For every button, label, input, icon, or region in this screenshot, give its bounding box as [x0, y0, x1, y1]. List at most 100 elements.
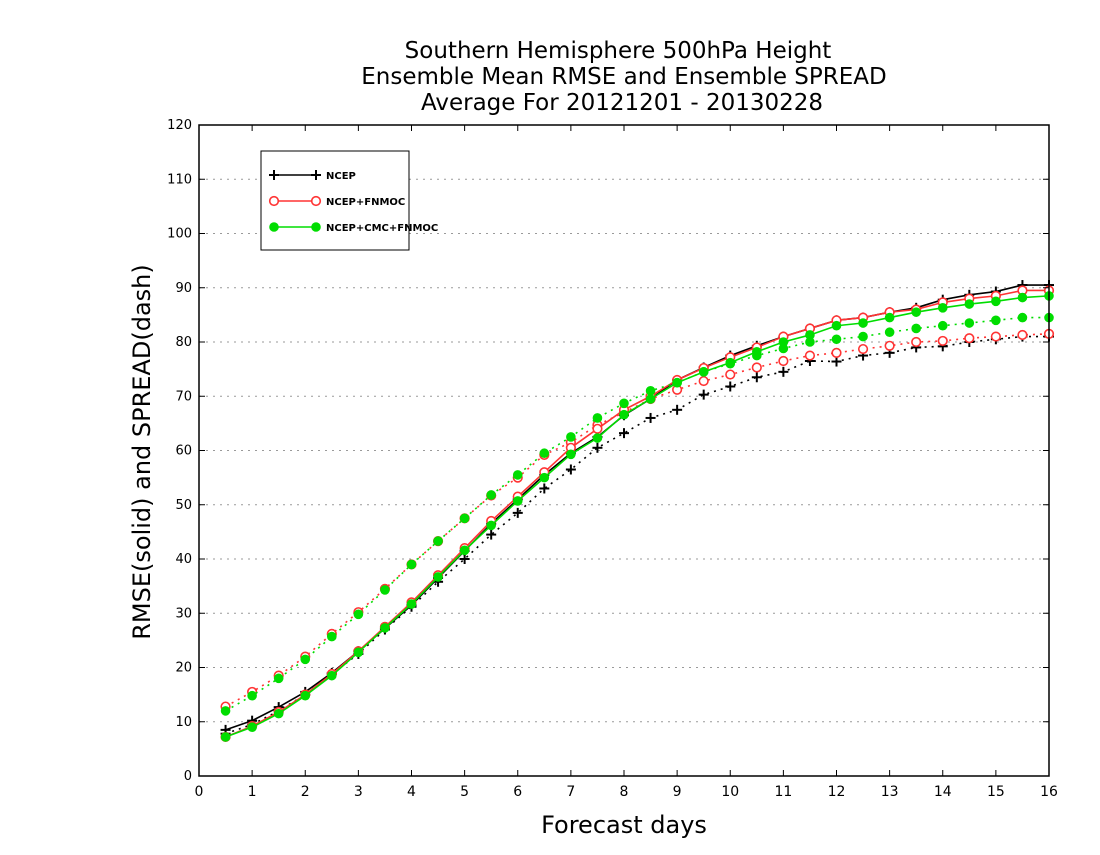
data-point-ncep-spread — [592, 442, 603, 453]
data-point-ncep-fnmoc-rmse — [592, 423, 603, 434]
x-tick-label: 5 — [460, 784, 469, 800]
data-point-ncep-fnmoc-spread — [964, 333, 975, 344]
legend-label-ncep-fnmoc: NCEP+FNMOC — [326, 197, 405, 208]
data-point-ncep-cmc-fnmoc-rmse — [459, 545, 470, 556]
x-tick-label: 8 — [620, 784, 629, 800]
data-point-ncep-cmc-fnmoc-spread — [991, 315, 1001, 326]
legend-marker-ncep-fnmoc — [310, 195, 322, 207]
data-point-ncep-fnmoc-spread — [751, 362, 762, 373]
y-tick-label: 120 — [167, 118, 192, 133]
data-point-ncep-cmc-fnmoc-rmse — [858, 318, 868, 328]
data-point-ncep-cmc-fnmoc-spread — [327, 631, 337, 642]
x-tick-label: 1 — [248, 784, 257, 800]
data-point-ncep-cmc-fnmoc-rmse — [991, 296, 1001, 307]
y-tick-label: 20 — [175, 661, 192, 676]
x-tick-label: 16 — [1040, 784, 1058, 800]
chart-title-line-3: Average For 20121201 - 20130228 — [421, 90, 823, 116]
data-point-ncep-cmc-fnmoc-spread — [459, 513, 470, 524]
x-tick-label: 3 — [354, 784, 363, 800]
series-layer — [220, 280, 1055, 743]
x-tick-label: 14 — [934, 784, 952, 800]
data-point-ncep-spread — [486, 529, 497, 540]
data-point-ncep-cmc-fnmoc-spread — [619, 398, 629, 409]
data-point-ncep-cmc-fnmoc-spread — [380, 585, 390, 595]
data-point-ncep-cmc-fnmoc-rmse — [592, 433, 603, 443]
data-point-ncep-spread — [751, 372, 762, 383]
data-point-ncep-cmc-fnmoc-spread — [486, 490, 496, 500]
data-point-ncep-cmc-fnmoc-rmse — [831, 320, 842, 331]
y-tick-label: 100 — [167, 227, 192, 242]
chart-title: Southern Hemisphere 500hPa Height Ensemb… — [361, 38, 886, 116]
data-point-ncep-cmc-fnmoc-rmse — [1017, 292, 1028, 303]
data-point-ncep-cmc-fnmoc-rmse — [752, 346, 762, 357]
data-point-ncep-cmc-fnmoc-rmse — [725, 357, 736, 368]
legend: NCEP NCEP+FNMOC NCEP+CMC+FNMOC — [260, 150, 438, 251]
data-point-ncep-cmc-fnmoc-spread — [353, 609, 364, 620]
data-point-ncep-cmc-fnmoc-spread — [220, 706, 231, 716]
chart-title-line-1: Southern Hemisphere 500hPa Height — [405, 38, 832, 64]
x-axis-label: Forecast days — [541, 811, 707, 839]
x-tick-label: 10 — [721, 784, 739, 800]
legend-label-ncep-cmc-fnmoc: NCEP+CMC+FNMOC — [326, 223, 438, 234]
data-point-ncep-cmc-fnmoc-spread — [937, 320, 948, 331]
legend-label-ncep: NCEP — [326, 171, 356, 182]
data-point-ncep-spread — [539, 483, 550, 494]
y-tick-label: 30 — [175, 606, 192, 621]
data-point-ncep-cmc-fnmoc-rmse — [619, 409, 629, 420]
data-point-ncep-cmc-fnmoc-spread — [300, 654, 311, 665]
data-point-ncep-cmc-fnmoc-rmse — [486, 520, 496, 531]
data-point-ncep-cmc-fnmoc-rmse — [884, 312, 895, 323]
y-axis-label: RMSE(solid) and SPREAD(dash) — [128, 264, 156, 640]
data-point-ncep-cmc-fnmoc-rmse — [273, 708, 284, 719]
data-point-ncep-cmc-fnmoc-rmse — [805, 330, 815, 340]
data-point-ncep-fnmoc-spread — [884, 340, 895, 351]
data-point-ncep-fnmoc-spread — [804, 350, 816, 361]
x-tick-label: 4 — [407, 784, 416, 800]
legend-marker-ncep-cmc-fnmoc — [269, 222, 279, 232]
data-point-ncep-cmc-fnmoc-spread — [645, 386, 656, 396]
data-point-ncep-cmc-fnmoc-rmse — [406, 599, 417, 609]
legend-marker-ncep — [269, 170, 279, 180]
data-point-ncep-fnmoc-spread — [698, 375, 709, 387]
y-tick-label: 60 — [175, 444, 192, 459]
data-point-ncep-fnmoc-spread — [937, 335, 948, 347]
data-point-ncep-cmc-fnmoc-rmse — [911, 307, 921, 317]
y-tick-label: 40 — [175, 552, 192, 567]
data-point-ncep-cmc-fnmoc-spread — [247, 690, 257, 701]
data-point-ncep-cmc-fnmoc-rmse — [327, 670, 337, 681]
data-point-ncep-cmc-fnmoc-rmse — [220, 732, 231, 742]
data-point-ncep-fnmoc-spread — [725, 369, 736, 380]
data-point-ncep-cmc-fnmoc-rmse — [937, 303, 948, 313]
data-point-ncep-fnmoc-spread — [778, 355, 789, 367]
data-point-ncep-spread — [778, 366, 789, 377]
data-point-ncep-cmc-fnmoc-spread — [858, 331, 868, 342]
x-tick-label: 6 — [513, 784, 522, 800]
x-tick-label: 2 — [301, 784, 310, 800]
data-point-ncep-fnmoc-spread — [1017, 329, 1028, 341]
data-point-ncep-spread — [698, 389, 709, 400]
y-tick-label: 80 — [175, 335, 192, 350]
data-point-ncep-cmc-fnmoc-rmse — [964, 299, 975, 309]
data-point-ncep-cmc-fnmoc-spread — [911, 323, 921, 334]
data-point-ncep-cmc-fnmoc-spread — [831, 334, 842, 345]
legend-marker-ncep — [311, 170, 321, 180]
data-point-ncep-fnmoc-spread — [911, 336, 922, 348]
data-point-ncep-cmc-fnmoc-rmse — [433, 572, 443, 582]
y-tick-label: 110 — [167, 172, 192, 187]
data-point-ncep-spread — [831, 356, 842, 367]
data-point-ncep-cmc-fnmoc-spread — [433, 536, 443, 546]
data-point-ncep-fnmoc-spread — [857, 343, 869, 355]
series-line-ncep-spread — [225, 335, 1049, 735]
data-point-ncep-cmc-fnmoc-rmse — [512, 496, 523, 506]
data-point-ncep-spread — [512, 507, 523, 518]
data-point-ncep-cmc-fnmoc-rmse — [566, 449, 576, 460]
x-tick-label: 11 — [774, 784, 792, 800]
data-point-ncep-spread — [565, 464, 576, 475]
y-tick-label: 50 — [175, 498, 192, 513]
y-tick-label: 10 — [175, 715, 192, 730]
data-point-ncep-cmc-fnmoc-spread — [1017, 312, 1028, 323]
data-point-ncep-cmc-fnmoc-rmse — [645, 394, 656, 404]
